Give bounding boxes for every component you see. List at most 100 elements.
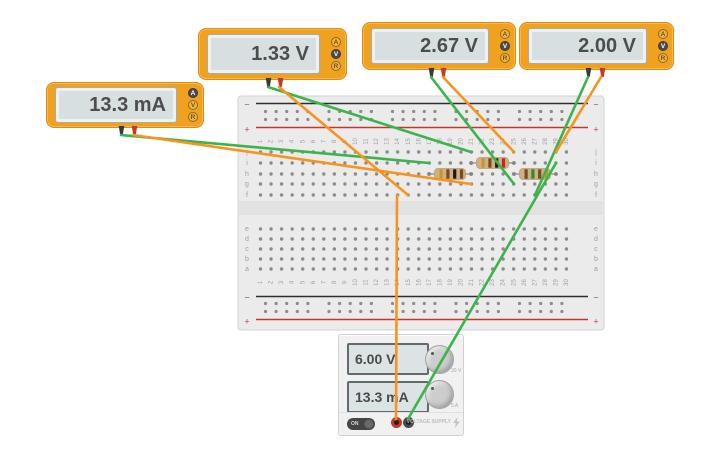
svg-text:b: b: [594, 256, 598, 263]
mode-button-amps[interactable]: A: [658, 29, 668, 39]
mode-button-volts[interactable]: V: [658, 41, 668, 51]
psu-footer: ON VOLTAGE SUPPLY: [339, 412, 463, 435]
mode-button-resistance[interactable]: R: [500, 53, 510, 63]
power-switch[interactable]: ON: [347, 418, 375, 430]
svg-text:+: +: [593, 124, 598, 134]
svg-text:20: 20: [459, 279, 465, 286]
mode-buttons: A V R: [331, 37, 341, 71]
svg-text:26: 26: [522, 279, 528, 286]
power-supply[interactable]: 6.00 V 13.3 mA 30 V 5 A ON VOLTAGE SUPPL…: [338, 334, 464, 436]
svg-text:28: 28: [543, 279, 549, 286]
voltage-knob-max-label: 30 V: [451, 368, 462, 374]
svg-text:16: 16: [416, 138, 422, 145]
svg-text:25: 25: [511, 138, 517, 145]
svg-text:h: h: [594, 171, 598, 178]
psu-brand-label: VOLTAGE SUPPLY: [406, 418, 451, 425]
svg-text:11: 11: [364, 138, 370, 145]
mode-button-volts[interactable]: V: [500, 41, 510, 51]
mode-buttons: A V R: [658, 29, 668, 63]
svg-text:c: c: [594, 246, 598, 253]
svg-text:d: d: [245, 236, 249, 243]
multimeter-current[interactable]: 13.3 mA A V R: [46, 82, 204, 135]
svg-text:3: 3: [279, 280, 285, 284]
svg-text:22: 22: [480, 279, 486, 286]
mode-button-amps[interactable]: A: [500, 29, 510, 39]
svg-text:23: 23: [490, 279, 496, 286]
meter-display: 1.33 V: [208, 35, 319, 73]
psu-current-display: 13.3 mA: [347, 381, 429, 413]
power-switch-knob[interactable]: [364, 419, 374, 429]
svg-text:d: d: [594, 236, 598, 243]
svg-text:g: g: [245, 181, 249, 188]
lightning-icon: [453, 417, 460, 428]
svg-text:7: 7: [321, 280, 327, 284]
svg-text:14: 14: [395, 138, 401, 145]
current-knob[interactable]: [425, 380, 454, 409]
svg-text:f: f: [595, 192, 597, 199]
svg-text:29: 29: [553, 138, 559, 145]
psu-brand: VOLTAGE SUPPLY: [407, 417, 460, 428]
terminal-negative-pin[interactable]: [118, 126, 125, 135]
terminal-positive-pin[interactable]: [440, 68, 447, 77]
voltage-knob[interactable]: [425, 345, 454, 374]
mode-button-volts[interactable]: V: [188, 100, 198, 110]
svg-text:27: 27: [532, 138, 538, 145]
svg-text:−: −: [593, 292, 598, 302]
meter-value: 13.3 mA: [89, 93, 166, 116]
svg-text:e: e: [594, 226, 598, 233]
svg-text:13: 13: [385, 279, 391, 286]
psu-voltage-display: 6.00 V: [347, 343, 429, 375]
svg-text:19: 19: [448, 279, 454, 286]
mode-button-amps[interactable]: A: [331, 37, 341, 47]
svg-text:10: 10: [353, 279, 359, 286]
mode-button-resistance[interactable]: R: [188, 112, 198, 122]
terminal-positive-pin[interactable]: [277, 78, 284, 87]
svg-text:a: a: [594, 266, 598, 273]
svg-text:21: 21: [469, 138, 475, 145]
svg-text:6: 6: [311, 280, 317, 284]
svg-text:i: i: [595, 160, 597, 167]
svg-text:a: a: [245, 266, 249, 273]
terminal-positive-pin[interactable]: [599, 68, 606, 77]
svg-text:26: 26: [522, 138, 528, 145]
psu-positive-terminal[interactable]: [391, 417, 402, 428]
current-knob-max-label: 5 A: [451, 403, 459, 409]
svg-text:j: j: [594, 149, 597, 156]
meter-value: 2.00 V: [578, 34, 636, 57]
svg-text:18: 18: [437, 279, 443, 286]
svg-text:21: 21: [469, 279, 475, 286]
svg-text:25: 25: [511, 279, 517, 286]
svg-text:−: −: [593, 99, 598, 109]
meter-value: 1.33 V: [251, 42, 309, 65]
mode-button-resistance[interactable]: R: [331, 61, 341, 71]
multimeter-voltage-1[interactable]: 1.33 V A V R: [198, 28, 347, 87]
svg-text:15: 15: [406, 138, 412, 145]
svg-text:4: 4: [290, 280, 296, 284]
mode-button-amps[interactable]: A: [188, 88, 198, 98]
terminal-negative-pin[interactable]: [265, 78, 272, 87]
mode-button-volts[interactable]: V: [331, 49, 341, 59]
mode-button-resistance[interactable]: R: [658, 53, 668, 63]
svg-text:g: g: [594, 181, 598, 188]
svg-text:c: c: [245, 246, 249, 253]
multimeter-voltage-3[interactable]: 2.00 V A V R: [519, 22, 674, 77]
meter-display: 2.00 V: [529, 29, 646, 63]
svg-text:12: 12: [374, 138, 380, 145]
svg-text:j: j: [245, 149, 248, 156]
terminal-negative-pin[interactable]: [428, 68, 435, 77]
svg-text:−: −: [244, 99, 249, 109]
terminal-positive-pin[interactable]: [131, 126, 138, 135]
svg-text:30: 30: [564, 138, 570, 145]
svg-text:16: 16: [416, 279, 422, 286]
svg-text:15: 15: [406, 279, 412, 286]
svg-text:30: 30: [564, 279, 570, 286]
svg-text:8: 8: [332, 280, 338, 284]
svg-text:14: 14: [395, 279, 401, 286]
svg-text:+: +: [593, 316, 598, 326]
terminal-negative-pin[interactable]: [585, 68, 592, 77]
svg-text:17: 17: [427, 279, 433, 286]
multimeter-voltage-2[interactable]: 2.67 V A V R: [362, 22, 516, 77]
svg-text:b: b: [245, 256, 249, 263]
mode-buttons: A V R: [500, 29, 510, 63]
svg-text:24: 24: [501, 279, 507, 286]
